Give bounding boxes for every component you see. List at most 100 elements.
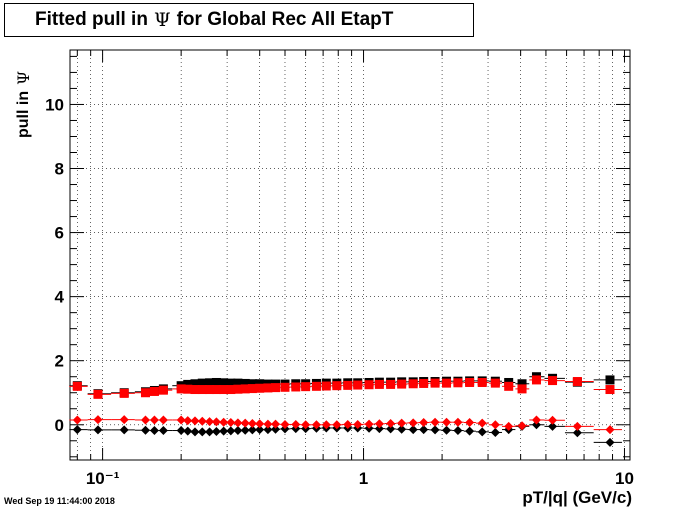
data-point-diamond xyxy=(205,427,215,437)
data-point-square xyxy=(343,380,353,390)
data-point-diamond xyxy=(397,418,407,428)
data-point-diamond xyxy=(386,424,396,434)
data-point-square xyxy=(219,385,229,395)
data-point-diamond xyxy=(408,425,418,435)
data-point-diamond xyxy=(247,425,257,435)
data-point-square xyxy=(226,378,236,388)
data-point-square xyxy=(226,385,236,395)
data-point-diamond xyxy=(197,416,207,426)
data-point-diamond xyxy=(211,426,221,436)
data-point-square xyxy=(149,386,159,396)
data-point-square xyxy=(183,379,193,389)
data-point-square xyxy=(605,385,615,395)
data-point-diamond xyxy=(263,419,273,429)
data-point-diamond xyxy=(548,421,558,431)
data-point-square xyxy=(205,385,215,395)
data-point-diamond xyxy=(397,424,407,434)
data-point-square xyxy=(397,379,407,389)
data-point-square xyxy=(280,382,290,392)
data-point-diamond xyxy=(226,418,236,428)
data-point-square xyxy=(490,378,500,388)
y-axis-label-text: pull in xyxy=(14,90,32,138)
data-point-square xyxy=(119,388,129,398)
title-suffix: for Global Rec All EtapT xyxy=(176,9,394,30)
data-point-square xyxy=(311,381,321,391)
data-point-diamond xyxy=(291,419,301,429)
data-point-diamond xyxy=(140,415,150,425)
data-point-square xyxy=(353,380,363,390)
data-point-diamond xyxy=(548,415,558,425)
data-point-diamond xyxy=(477,418,487,428)
data-point-diamond xyxy=(504,421,514,431)
data-point-square xyxy=(255,383,265,393)
y-tick-label: 4 xyxy=(55,288,65,307)
grid xyxy=(70,50,630,460)
data-point-diamond xyxy=(531,415,541,425)
data-point-diamond xyxy=(219,417,229,427)
y-axis-psi-symbol: Ψ xyxy=(14,70,33,85)
data-point-square xyxy=(240,378,250,388)
data-point-square xyxy=(517,384,527,394)
data-point-diamond xyxy=(419,418,429,428)
data-point-diamond xyxy=(72,415,82,425)
data-point-diamond xyxy=(72,425,82,435)
plot-frame xyxy=(69,49,631,461)
data-point-diamond xyxy=(233,426,243,436)
data-point-diamond xyxy=(531,420,541,430)
data-point-square xyxy=(442,378,452,388)
data-point-diamond xyxy=(271,419,281,429)
data-point-diamond xyxy=(453,426,463,436)
data-point-diamond xyxy=(465,426,475,436)
data-point-diamond xyxy=(247,418,257,428)
data-point-square xyxy=(477,377,487,387)
data-point-square xyxy=(430,378,440,388)
data-point-diamond xyxy=(311,420,321,430)
data-point-diamond xyxy=(255,425,265,435)
data-point-diamond xyxy=(386,418,396,428)
datestamp: Wed Sep 19 11:44:00 2018 xyxy=(4,496,115,506)
data-point-diamond xyxy=(93,415,103,425)
data-point-square xyxy=(605,375,615,385)
data-point-diamond xyxy=(190,416,200,426)
data-point-diamond xyxy=(183,416,193,426)
data-point-square xyxy=(247,379,257,389)
data-point-diamond xyxy=(140,425,150,435)
data-point-diamond xyxy=(343,419,353,429)
y-tick-label: 10 xyxy=(45,95,64,114)
data-point-diamond xyxy=(517,421,527,431)
data-point-diamond xyxy=(226,426,236,436)
data-point-diamond xyxy=(219,426,229,436)
data-point-square xyxy=(211,385,221,395)
axis-ticks xyxy=(70,50,630,460)
title-prefix: Fitted pull in xyxy=(35,9,148,30)
data-point-diamond xyxy=(374,424,384,434)
data-point-diamond xyxy=(197,427,207,437)
data-point-diamond xyxy=(477,427,487,437)
data-point-diamond xyxy=(93,425,103,435)
data-point-square xyxy=(190,385,200,395)
data-point-diamond xyxy=(465,418,475,428)
data-point-square xyxy=(211,377,221,387)
data-point-diamond xyxy=(605,425,615,435)
data-point-square xyxy=(364,380,374,390)
data-point-diamond xyxy=(119,425,129,435)
data-point-diamond xyxy=(453,417,463,427)
data-point-diamond xyxy=(158,426,168,436)
data-point-diamond xyxy=(490,427,500,437)
data-point-square xyxy=(93,389,103,399)
data-point-diamond xyxy=(271,424,281,434)
data-point-diamond xyxy=(211,417,221,427)
data-point-diamond xyxy=(442,425,452,435)
data-point-square xyxy=(386,379,396,389)
data-point-square xyxy=(291,382,301,392)
data-point-diamond xyxy=(572,428,582,438)
data-point-square xyxy=(176,384,186,394)
x-tick-label: 10⁻¹ xyxy=(86,469,120,488)
data-point-diamond xyxy=(233,418,243,428)
data-point-square xyxy=(183,384,193,394)
data-point-diamond xyxy=(430,417,440,427)
data-point-diamond xyxy=(240,418,250,428)
data-point-diamond xyxy=(301,420,311,430)
data-point-square xyxy=(158,385,168,395)
data-point-diamond xyxy=(176,426,186,436)
